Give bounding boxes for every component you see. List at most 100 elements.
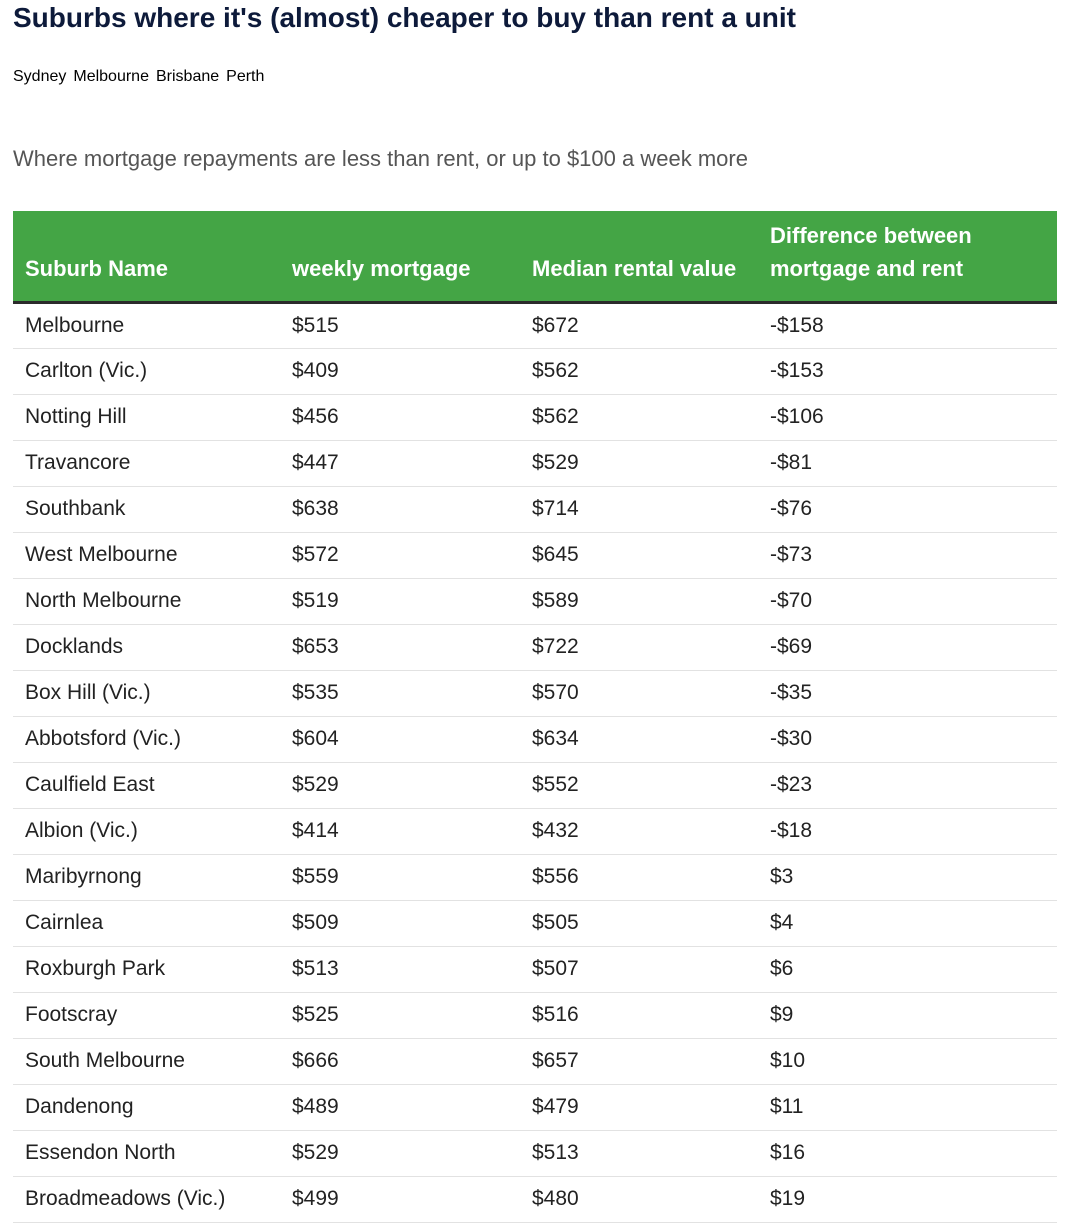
table-cell: $513	[280, 946, 520, 993]
table-cell: $516	[520, 992, 758, 1039]
table-cell: $645	[520, 532, 758, 579]
table-cell: Notting Hill	[13, 394, 280, 441]
tab[interactable]: Sydney	[13, 68, 67, 85]
column-header: weekly mortgage	[280, 211, 520, 304]
table-row: Essendon North $529 $513 $16	[13, 1130, 1057, 1177]
table-cell: $505	[520, 900, 758, 947]
table-cell: Footscray	[13, 992, 280, 1039]
table-cell: $6	[758, 946, 1057, 993]
table-cell: Dandenong	[13, 1084, 280, 1131]
table-cell: $16	[758, 1130, 1057, 1177]
column-header: Median rental value	[520, 211, 758, 304]
table-cell: $556	[520, 854, 758, 901]
table-cell: Cairnlea	[13, 900, 280, 947]
table-cell: -$30	[758, 716, 1057, 763]
table-row: Roxburgh Park $513 $507 $6	[13, 946, 1057, 993]
table-cell: $480	[520, 1176, 758, 1223]
table-cell: $409	[280, 348, 520, 395]
table-cell: $489	[280, 1084, 520, 1131]
header-row: Suburb Name weekly mortgage Median rental …	[13, 211, 1057, 304]
table-row: Caulfield East $529 $552 -$23	[13, 762, 1057, 809]
table-cell: West Melbourne	[13, 532, 280, 579]
table-cell: Docklands	[13, 624, 280, 671]
title: Suburbs where it's (almost) cheaper to b…	[13, 2, 796, 33]
table-cell: $10	[758, 1038, 1057, 1085]
table-cell: -$158	[758, 302, 1057, 349]
table-cell: North Melbourne	[13, 578, 280, 625]
table-cell: -$35	[758, 670, 1057, 717]
table-row: Travancore $447 $529 -$81	[13, 440, 1057, 487]
table-cell: $513	[520, 1130, 758, 1177]
table-cell: $529	[520, 440, 758, 487]
tab[interactable]: Perth	[226, 68, 265, 85]
subtitle: Where mortgage repayments are less than …	[13, 146, 748, 171]
table-cell: $529	[280, 1130, 520, 1177]
table-cell: $479	[520, 1084, 758, 1131]
table-row: Cairnlea $509 $505 $4	[13, 900, 1057, 947]
table-cell: Travancore	[13, 440, 280, 487]
table-cell: $666	[280, 1038, 520, 1085]
table-row: North Melbourne $519 $589 -$70	[13, 578, 1057, 625]
data-table: Suburb Name weekly mortgage Median rental …	[13, 211, 1057, 1223]
table-cell: -$76	[758, 486, 1057, 533]
table-row: Dandenong $489 $479 $11	[13, 1084, 1057, 1131]
table-cell: -$69	[758, 624, 1057, 671]
table-cell: $509	[280, 900, 520, 947]
table-cell: -$18	[758, 808, 1057, 855]
table-row: West Melbourne $572 $645 -$73	[13, 532, 1057, 579]
table-cell: $19	[758, 1176, 1057, 1223]
table-cell: Maribyrnong	[13, 854, 280, 901]
table-cell: Roxburgh Park	[13, 946, 280, 993]
table-cell: $572	[280, 532, 520, 579]
table-cell: $604	[280, 716, 520, 763]
table-cell: $562	[520, 348, 758, 395]
table-cell: $507	[520, 946, 758, 993]
column-header: Suburb Name	[13, 211, 280, 304]
table-cell: Essendon North	[13, 1130, 280, 1177]
table-cell: $722	[520, 624, 758, 671]
table-cell: -$23	[758, 762, 1057, 809]
table-cell: -$73	[758, 532, 1057, 579]
table-cell: $414	[280, 808, 520, 855]
table-cell: $589	[520, 578, 758, 625]
table-cell: $657	[520, 1038, 758, 1085]
table-row: Albion (Vic.) $414 $432 -$18	[13, 808, 1057, 855]
table-cell: $570	[520, 670, 758, 717]
table-row: Southbank $638 $714 -$76	[13, 486, 1057, 533]
table-cell: Broadmeadows (Vic.)	[13, 1176, 280, 1223]
table-cell: Abbotsford (Vic.)	[13, 716, 280, 763]
table-cell: $634	[520, 716, 758, 763]
table-cell: Melbourne	[13, 302, 280, 349]
table-row: Melbourne $515 $672 -$158	[13, 302, 1057, 349]
table-cell: -$153	[758, 348, 1057, 395]
table-cell: Box Hill (Vic.)	[13, 670, 280, 717]
table-cell: $9	[758, 992, 1057, 1039]
table-row: Notting Hill $456 $562 -$106	[13, 394, 1057, 441]
tab[interactable]: Melbourne	[73, 68, 149, 85]
table-cell: $3	[758, 854, 1057, 901]
table-body: Melbourne $515 $672 -$158 Carlton (Vic.) $409…	[13, 302, 1057, 1223]
table-row: Footscray $525 $516 $9	[13, 992, 1057, 1039]
table-row: Carlton (Vic.) $409 $562 -$153	[13, 348, 1057, 395]
table-cell: -$70	[758, 578, 1057, 625]
table-cell: $499	[280, 1176, 520, 1223]
table-cell: Southbank	[13, 486, 280, 533]
table-cell: Albion (Vic.)	[13, 808, 280, 855]
tab-bar: Sydney Melbourne Brisbane Perth	[13, 68, 264, 86]
table-cell: -$106	[758, 394, 1057, 441]
table-cell: $515	[280, 302, 520, 349]
table-cell: $535	[280, 670, 520, 717]
table-cell: $552	[520, 762, 758, 809]
table-cell: Carlton (Vic.)	[13, 348, 280, 395]
table-cell: $4	[758, 900, 1057, 947]
table-cell: $714	[520, 486, 758, 533]
table-row: South Melbourne $666 $657 $10	[13, 1038, 1057, 1085]
table-cell: $525	[280, 992, 520, 1039]
table-cell: $529	[280, 762, 520, 809]
table-cell: Caulfield East	[13, 762, 280, 809]
tab[interactable]: Brisbane	[155, 68, 220, 85]
table-cell: $447	[280, 440, 520, 487]
table-row: Broadmeadows (Vic.) $499 $480 $19	[13, 1176, 1057, 1223]
table-cell: $559	[280, 854, 520, 901]
table-cell: $638	[280, 486, 520, 533]
